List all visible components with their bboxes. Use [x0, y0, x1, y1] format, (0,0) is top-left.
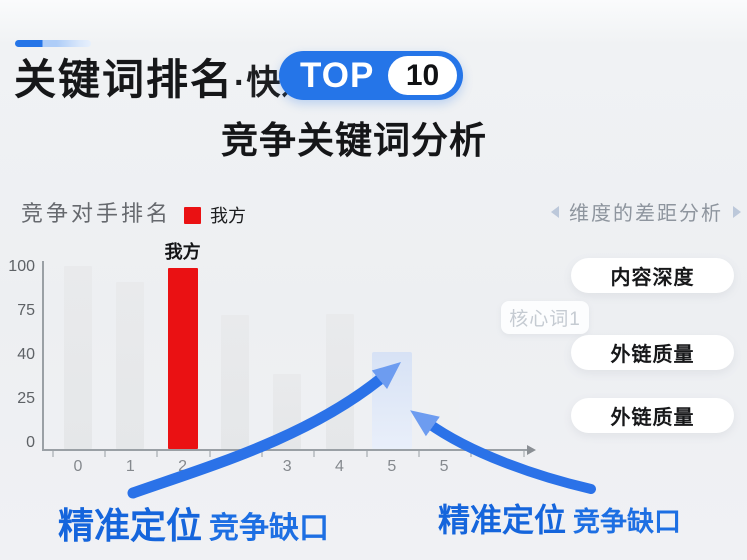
x-tick-label: 4 — [335, 458, 344, 475]
x-axis-tick — [51, 451, 54, 457]
chevron-right-icon — [733, 205, 741, 218]
callout-emphasis: 精准定位 — [438, 502, 567, 538]
chevron-left-icon — [551, 205, 559, 218]
dimension-pill-label: 外链质量 — [610, 344, 695, 366]
x-tick-label: 1 — [125, 458, 135, 475]
x-axis-tick — [104, 451, 107, 457]
x-axis-tick — [208, 451, 211, 457]
y-tick-label: 100 — [8, 258, 35, 275]
chart-legend: 我方 — [184, 202, 246, 228]
title-main: 关键词排名 — [14, 56, 235, 103]
badge-number: 10 — [405, 58, 440, 92]
bar-competitor-4 — [273, 374, 302, 449]
dimension-panel-header: 维度的差距分析 — [545, 197, 747, 226]
x-axis-tick — [470, 451, 473, 457]
x-axis-tick — [313, 451, 316, 457]
dimension-header-text: 维度的差距分析 — [569, 203, 723, 225]
callout-rest: 竞争缺口 — [573, 507, 682, 537]
dimension-pill-label: 外链质量 — [610, 407, 695, 429]
our-bar-annotation: 我方 — [164, 242, 201, 262]
y-tick-label: 0 — [26, 434, 35, 451]
bar-faint-7 — [429, 288, 460, 449]
bar-competitor-3 — [220, 315, 249, 449]
keyword-watermark-text: 核心词1 — [509, 309, 581, 330]
x-axis-tick — [365, 451, 368, 457]
accent-progress-bar — [15, 40, 91, 47]
x-axis-tick — [156, 451, 159, 457]
badge-top-text: TOP — [300, 55, 375, 95]
callout-right: 精准定位 竞争缺口 — [438, 495, 681, 541]
legend-swatch-red — [184, 206, 201, 224]
dimension-pill-backlink-quality[interactable]: 外链质量 — [571, 335, 734, 370]
x-axis-tick — [417, 451, 420, 457]
x-tick-label: 2 — [178, 458, 188, 475]
y-tick-label: 75 — [17, 302, 35, 319]
x-axis-line — [42, 449, 528, 451]
subtitle: 竞争关键词分析 — [221, 120, 487, 161]
bar-plot: 0 1 我方 2 3 4 5 5 — [42, 242, 535, 475]
callout-left: 精准定位 竞争缺口 — [58, 497, 329, 549]
bar-gap-6 — [371, 352, 412, 449]
x-tick-label: 0 — [73, 458, 83, 475]
x-tick-label: 5 — [387, 458, 397, 475]
x-tick-label: 5 — [439, 458, 449, 475]
top10-badge: TOP 10 — [279, 51, 463, 100]
keyword-watermark-chip: 核心词1 — [501, 301, 589, 334]
page-title: 关键词排名 ·快速 — [14, 46, 316, 107]
bar-competitor-0 — [64, 266, 92, 449]
y-tick-label: 40 — [17, 346, 35, 363]
y-tick-label: 25 — [17, 390, 35, 407]
dimension-pill-label: 内容深度 — [610, 267, 695, 289]
badge-number-pill: 10 — [388, 56, 457, 95]
chart-section-title: 竞争对手排名 — [21, 201, 172, 226]
bar-competitor-1 — [116, 282, 145, 449]
x-axis-tick — [522, 451, 525, 457]
bar-competitor-5 — [325, 314, 354, 449]
dimension-pill-content-depth[interactable]: 内容深度 — [571, 258, 734, 293]
x-axis-tick — [261, 451, 264, 457]
bar-ours-2 — [167, 268, 198, 449]
y-axis-line — [42, 261, 44, 450]
legend-label: 我方 — [210, 206, 246, 226]
dimension-pill-backlink-quality-2[interactable]: 外链质量 — [571, 398, 734, 433]
callout-rest: 竞争缺口 — [209, 512, 330, 545]
callout-emphasis: 精准定位 — [58, 505, 203, 546]
x-tick-label: 3 — [282, 458, 292, 475]
